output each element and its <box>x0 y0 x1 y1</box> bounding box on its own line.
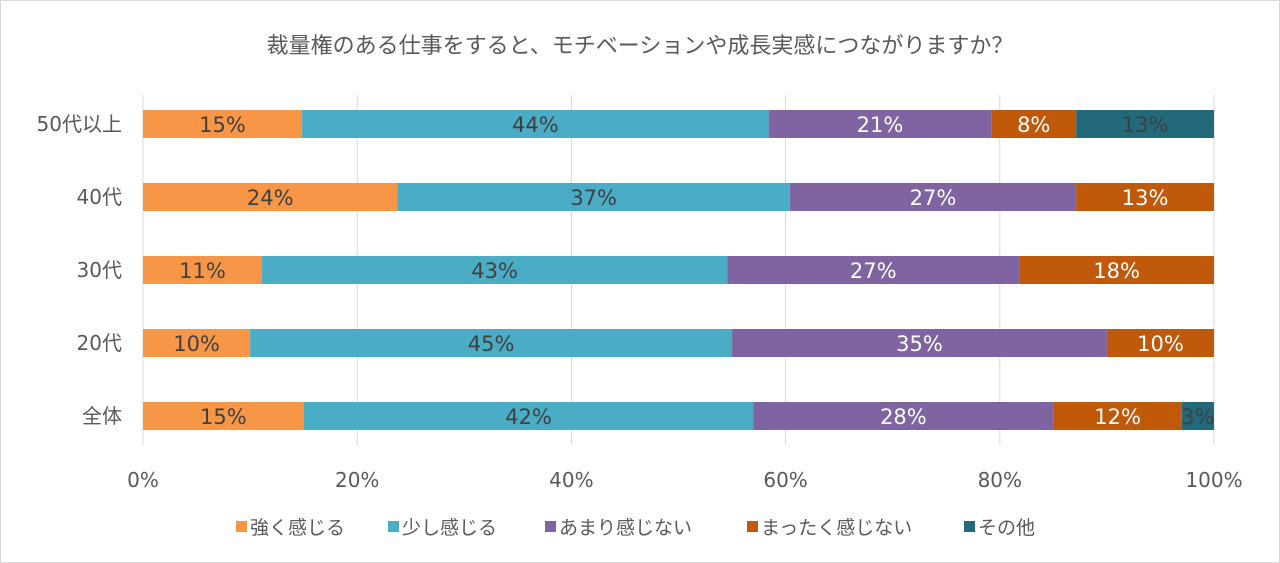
data-label: 42% <box>505 405 552 429</box>
category-label: 40代 <box>77 185 122 209</box>
bar-segment <box>1076 183 1214 211</box>
data-label: 45% <box>468 332 515 356</box>
data-label: 24% <box>247 186 294 210</box>
data-label: 10% <box>1137 332 1184 356</box>
x-tick-label: 60% <box>763 468 807 492</box>
bar-segment <box>732 329 1107 357</box>
category-label: 50代以上 <box>37 112 122 136</box>
x-tick-label: 20% <box>335 468 379 492</box>
data-label: 27% <box>910 186 957 210</box>
data-label: 21% <box>857 113 904 137</box>
bar-segment <box>1053 402 1182 430</box>
bar-segment <box>991 110 1077 138</box>
data-label: 18% <box>1093 259 1140 283</box>
legend-swatch <box>236 521 247 532</box>
legend-swatch <box>388 521 399 532</box>
bar-segment <box>143 256 262 284</box>
bar-segment <box>1106 329 1214 357</box>
bar-segment <box>302 110 769 138</box>
bar-segment <box>397 183 790 211</box>
legend-swatch <box>545 521 556 532</box>
data-label: 13% <box>1122 113 1169 137</box>
legend-label: あまり感じない <box>559 517 692 539</box>
bar-segment <box>250 329 733 357</box>
data-label: 12% <box>1094 405 1141 429</box>
category-label: 全体 <box>82 404 122 428</box>
bar-segment <box>143 110 303 138</box>
category-label: 30代 <box>77 258 122 282</box>
bar-segment <box>143 183 398 211</box>
x-tick-label: 0% <box>127 468 159 492</box>
data-label: 13% <box>1122 186 1169 210</box>
x-tick-label: 80% <box>978 468 1022 492</box>
data-label: 37% <box>570 186 617 210</box>
data-label: 27% <box>850 259 897 283</box>
x-tick-label: 40% <box>549 468 593 492</box>
legend-swatch <box>964 521 975 532</box>
data-label: 28% <box>880 405 927 429</box>
bar-segment <box>1181 402 1214 430</box>
legend-label: 強く感じる <box>250 517 345 539</box>
category-label: 20代 <box>77 331 122 355</box>
bar-segment <box>789 183 1077 211</box>
bar-segment <box>727 256 1020 284</box>
x-tick-label: 100% <box>1185 468 1242 492</box>
data-label: 10% <box>173 332 220 356</box>
bar-segment <box>753 402 1054 430</box>
bar-segment <box>143 402 304 430</box>
legend-label: 少し感じる <box>402 517 497 539</box>
data-label: 35% <box>896 332 943 356</box>
legend-swatch <box>747 521 758 532</box>
data-label: 44% <box>512 113 559 137</box>
bar-segment <box>262 256 728 284</box>
data-label: 3% <box>1181 405 1214 429</box>
bar-segment <box>1019 256 1214 284</box>
data-label: 11% <box>179 259 226 283</box>
bar-segment <box>303 402 754 430</box>
legend-label: その他 <box>978 517 1035 539</box>
data-label: 15% <box>200 405 247 429</box>
data-label: 8% <box>1017 113 1050 137</box>
bar-segment <box>768 110 992 138</box>
data-label: 43% <box>471 259 518 283</box>
bar-segment <box>143 329 251 357</box>
chart-title: 裁量権のある仕事をすると、モチベーションや成長実感につながりますか？ <box>267 34 1014 59</box>
bar-segment <box>1076 110 1214 138</box>
legend-label: まったく感じない <box>761 517 912 539</box>
data-label: 15% <box>199 113 246 137</box>
